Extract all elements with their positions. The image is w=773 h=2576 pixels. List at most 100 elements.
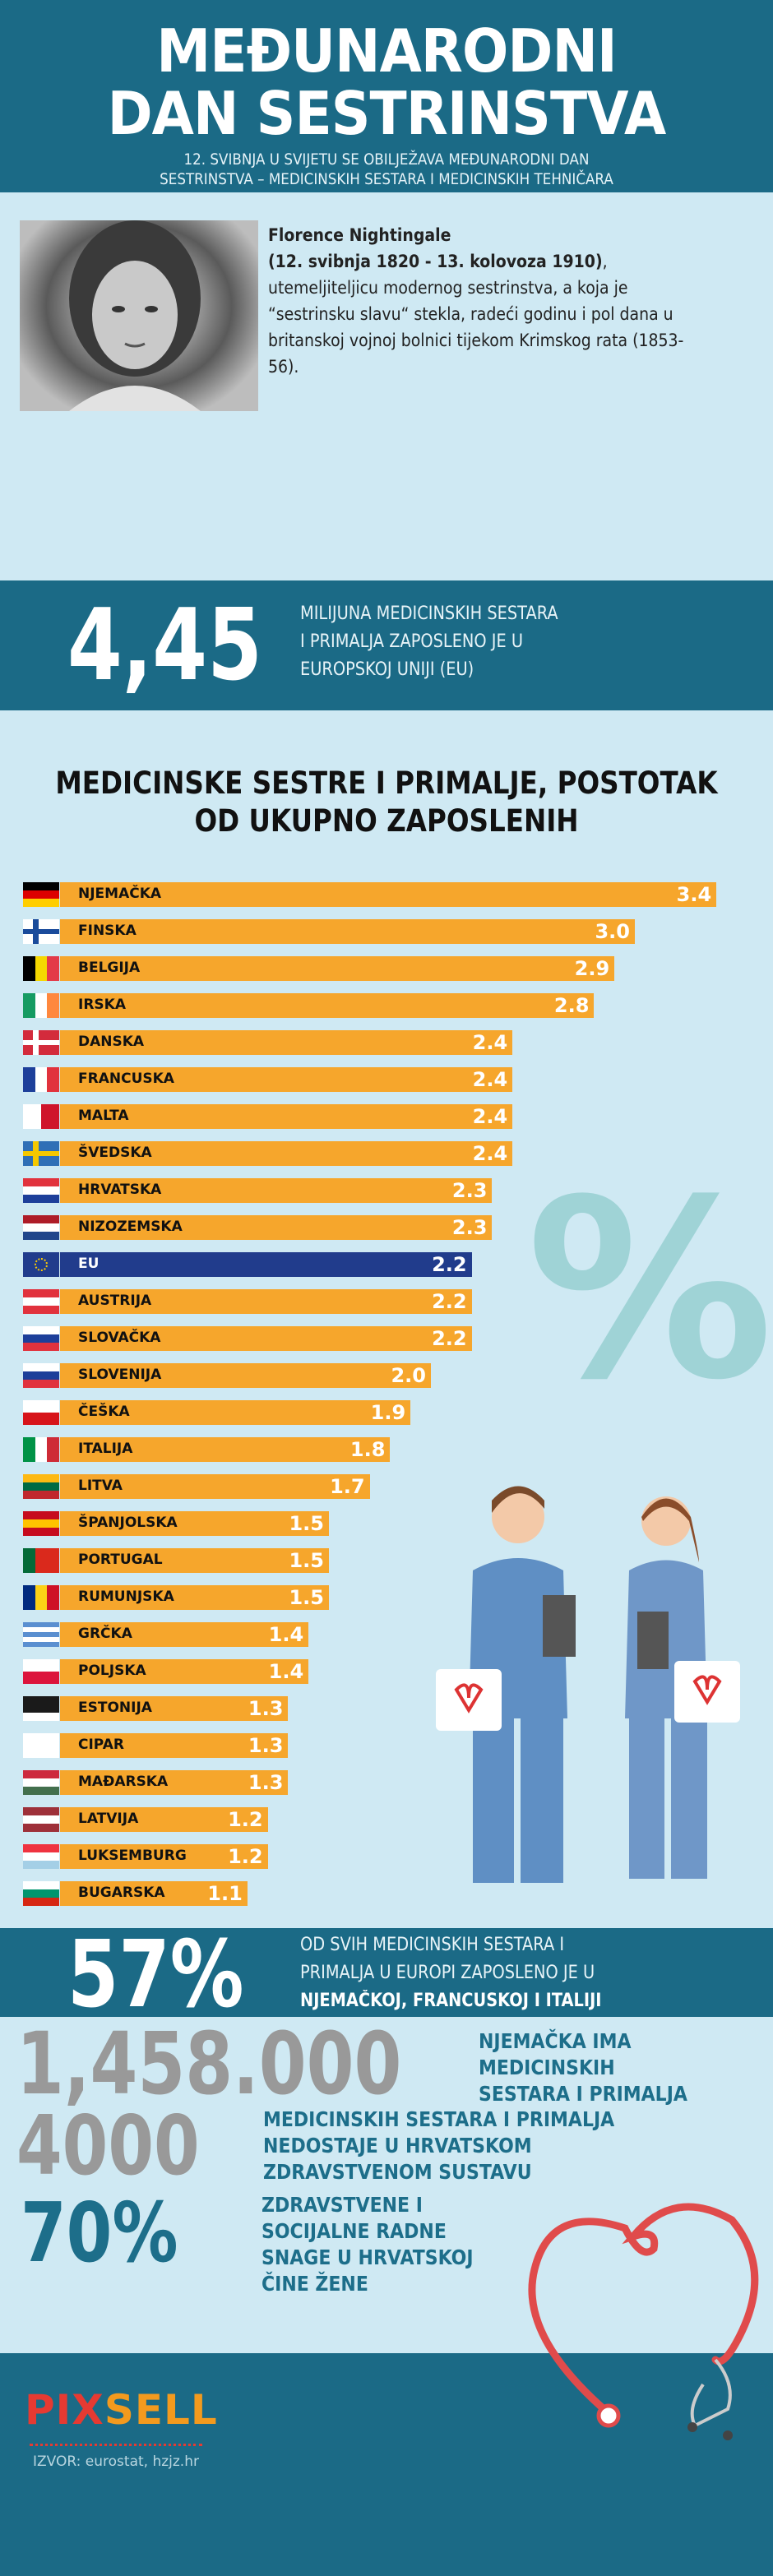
stat-line-1: OD SVIH MEDICINSKIH SESTARA I — [300, 1935, 565, 1955]
category-label: GRČKA — [78, 1626, 132, 1642]
flag-icon — [23, 1881, 59, 1906]
value-label: 3.4 — [676, 883, 712, 906]
stat-germany-line-3: SESTARA I PRIMALJA — [479, 2082, 687, 2106]
logo-underline — [30, 2444, 202, 2447]
flag-icon — [23, 1067, 59, 1092]
category-label: PORTUGAL — [78, 1552, 163, 1568]
flag-icon — [23, 1030, 59, 1055]
stat-women-line-2: SOCIJALNE RADNE — [262, 2219, 447, 2243]
bar: IRSKA 2.8 — [60, 993, 595, 1018]
category-label: EU — [78, 1256, 100, 1272]
bar: ITALIJA 1.8 — [60, 1437, 391, 1462]
category-label: POLJSKA — [78, 1663, 146, 1679]
flag-icon — [23, 919, 59, 944]
logo-sell: SELL — [104, 2386, 218, 2434]
category-label: LITVA — [78, 1478, 123, 1494]
value-label: 1.5 — [289, 1586, 324, 1609]
category-label: LATVIJA — [78, 1811, 139, 1827]
logo-pix: PIX — [25, 2386, 104, 2434]
value-label: 1.7 — [330, 1475, 365, 1498]
category-label: IRSKA — [78, 997, 126, 1013]
stat-women-line-1: ZDRAVSTVENE I — [262, 2193, 423, 2217]
category-label: ITALIJA — [78, 1441, 133, 1457]
florence-nightingale-portrait — [20, 220, 258, 411]
category-label: LUKSEMBURG — [78, 1848, 187, 1864]
value-label: 1.8 — [349, 1438, 386, 1461]
stethoscope-heart-icon — [528, 2203, 759, 2440]
bar: NIZOZEMSKA 2.3 — [60, 1215, 493, 1240]
flag-icon — [23, 1326, 59, 1351]
value-label: 1.4 — [268, 1660, 304, 1683]
bar: LATVIJA 1.2 — [60, 1807, 268, 1832]
flag-icon — [23, 1807, 59, 1832]
stat-number: 4,45 — [67, 589, 262, 703]
bar: SLOVAČKA 2.2 — [60, 1326, 472, 1351]
value-label: 1.9 — [370, 1401, 406, 1424]
bar: CIPAR 1.3 — [60, 1733, 289, 1758]
flag-icon — [23, 1178, 59, 1203]
value-label: 2.3 — [451, 1179, 488, 1202]
category-label: MALTA — [78, 1108, 129, 1124]
bar: GRČKA 1.4 — [60, 1622, 309, 1647]
bar: FINSKA 3.0 — [60, 919, 635, 944]
flag-icon — [23, 993, 59, 1018]
value-label: 2.2 — [432, 1253, 467, 1276]
value-label: 2.8 — [553, 994, 590, 1017]
value-label: 1.5 — [289, 1549, 324, 1572]
category-label: BELGIJA — [78, 960, 141, 976]
stat-women-line-4: ČINE ŽENE — [262, 2272, 368, 2296]
flag-icon — [23, 1141, 59, 1166]
value-label: 2.4 — [472, 1031, 508, 1054]
value-label: 1.1 — [207, 1882, 243, 1905]
stat-eu-nurses: 4,45 MILIJUNA MEDICINSKIH SESTARA I PRIM… — [0, 580, 773, 710]
flag-icon — [23, 1289, 59, 1314]
bar: BELGIJA 2.9 — [60, 956, 615, 981]
category-label: MAĐARSKA — [78, 1774, 169, 1790]
bar: EU 2.2 — [60, 1252, 472, 1277]
stat-germany-line-1: NJEMAČKA IMA — [479, 2029, 632, 2053]
category-label: NJEMAČKA — [78, 886, 162, 902]
bar: SLOVENIJA 2.0 — [60, 1363, 431, 1388]
flag-icon — [23, 1104, 59, 1129]
category-label: ŠVEDSKA — [78, 1145, 152, 1161]
value-label: 1.3 — [248, 1734, 284, 1757]
flag-icon — [23, 1733, 59, 1758]
flag-icon — [23, 1844, 59, 1869]
flag-icon — [23, 1585, 59, 1610]
value-label: 2.2 — [432, 1290, 467, 1313]
category-label: RUMUNJSKA — [78, 1589, 174, 1605]
value-label: 2.4 — [472, 1142, 508, 1165]
percent-symbol-decoration: % — [526, 1147, 773, 1434]
title-line-1: MEĐUNARODNI — [156, 16, 617, 86]
bar: FRANCUSKA 2.4 — [60, 1067, 513, 1092]
bar: DANSKA 2.4 — [60, 1030, 513, 1055]
flag-icon — [23, 1400, 59, 1425]
subtitle-line-2: SESTRINSTVA – MEDICINSKIH SESTARA I MEDI… — [160, 170, 613, 188]
chart-title-text: MEDICINSKE SESTRE I PRIMALJE, POSTOTAK O… — [55, 765, 718, 839]
stat-line-1: MILIJUNA MEDICINSKIH SESTARA — [300, 604, 558, 624]
category-label: ČEŠKA — [78, 1404, 130, 1420]
category-label: AUSTRIJA — [78, 1293, 152, 1309]
nurses-illustration — [436, 1486, 740, 1883]
category-label: SLOVAČKA — [78, 1330, 161, 1346]
category-label: ESTONIJA — [78, 1700, 152, 1716]
value-label: 2.4 — [472, 1105, 508, 1128]
flag-icon — [23, 1511, 59, 1536]
flag-icon — [23, 1474, 59, 1499]
value-label: 1.2 — [228, 1845, 263, 1868]
category-label: NIZOZEMSKA — [78, 1219, 183, 1235]
category-label: FINSKA — [78, 923, 137, 939]
subtitle-line-1: 12. SVIBNJA U SVIJETU SE OBILJEŽAVA MEĐU… — [183, 150, 590, 169]
value-label: 1.2 — [228, 1808, 263, 1831]
stat-line-3: NJEMAČKOJ, FRANCUSKOJ I ITALIJI — [300, 1991, 602, 2011]
bio-name: Florence Nightingale — [268, 225, 451, 245]
flag-icon — [23, 1363, 59, 1388]
bio-text: Florence Nightingale (12. svibnja 1820 -… — [268, 222, 712, 380]
stat-shortage-number: 4000 — [16, 2097, 200, 2194]
bar: ŠVEDSKA 2.4 — [60, 1141, 513, 1166]
flag-icon — [23, 1215, 59, 1240]
stat-line-2: I PRIMALJA ZAPOSLENO JE U — [300, 631, 524, 652]
bar: BUGARSKA 1.1 — [60, 1881, 248, 1906]
flag-icon — [23, 1770, 59, 1795]
bar: LITVA 1.7 — [60, 1474, 370, 1499]
